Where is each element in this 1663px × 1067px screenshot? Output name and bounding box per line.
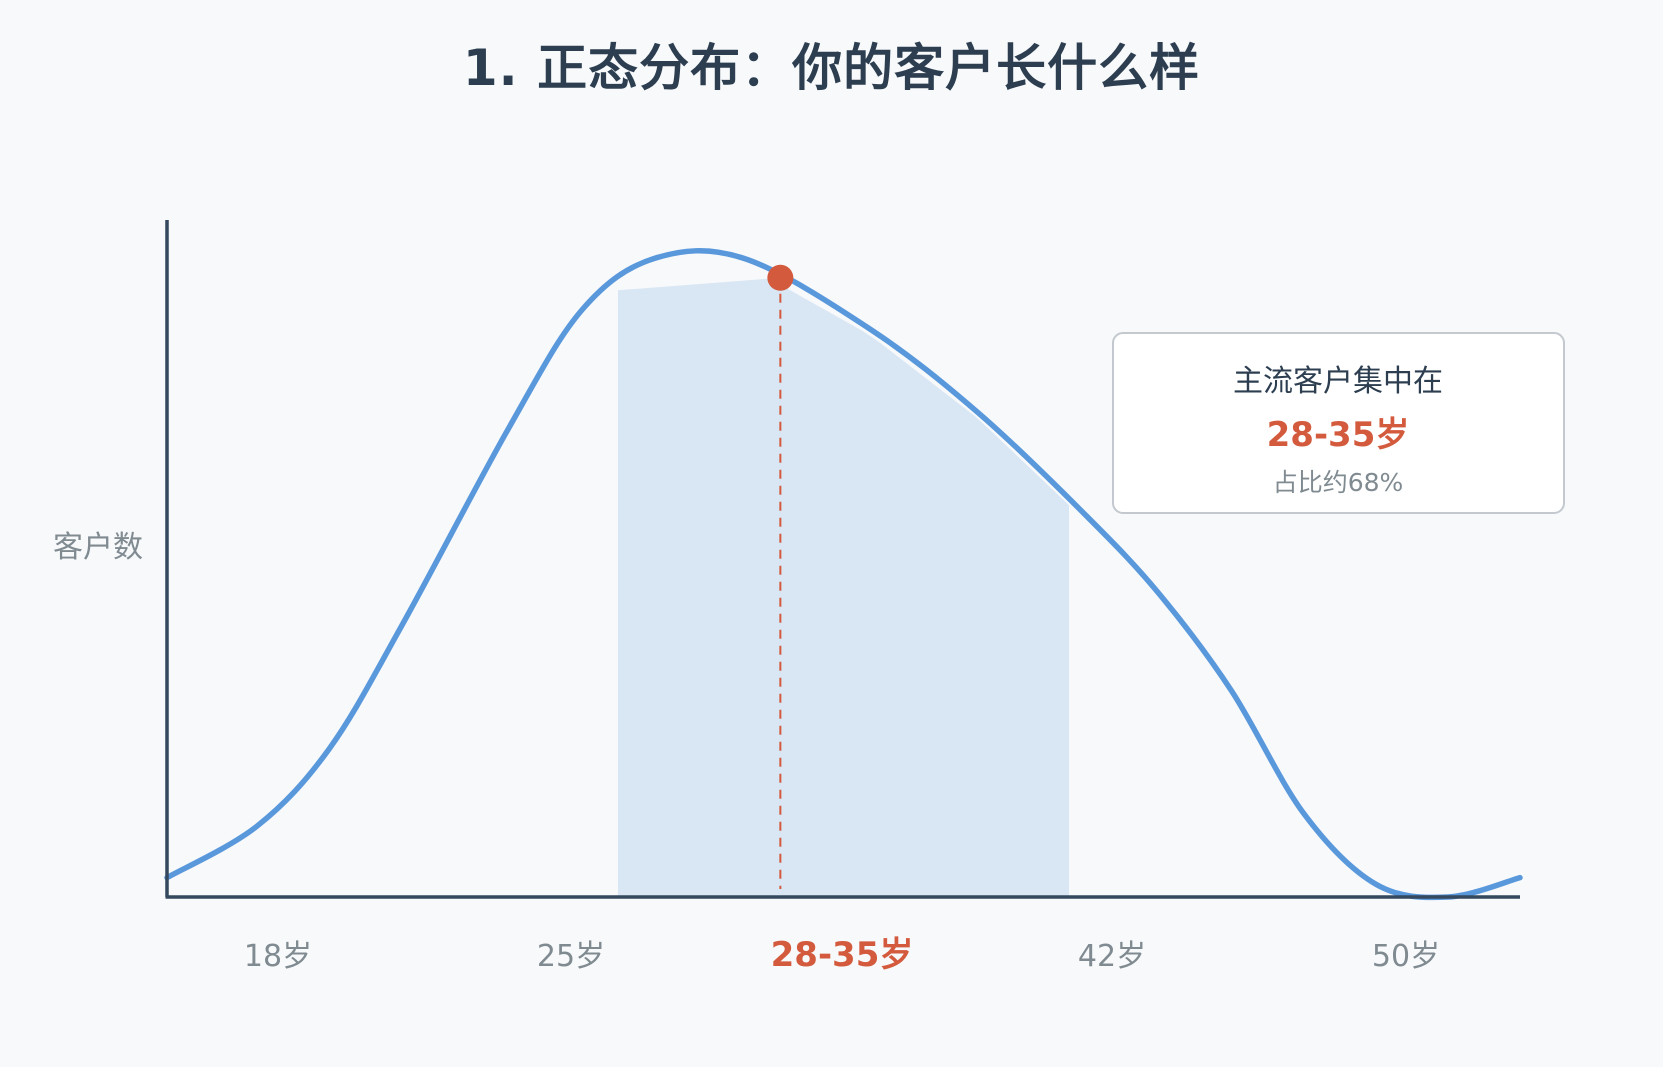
annotation-line1: 主流客户集中在 <box>1233 364 1443 399</box>
y-axis-label: 客户数 <box>53 530 143 565</box>
highlight-band <box>618 277 1069 897</box>
x-tick-labels: 18岁 25岁 28-35岁 42岁 50岁 <box>244 935 1440 975</box>
x-tick-50岁: 50岁 <box>1372 939 1440 974</box>
annotation-share: 占比约68% <box>1273 468 1404 497</box>
x-tick-25岁: 25岁 <box>537 939 605 974</box>
x-tick-28-35岁: 28-35岁 <box>771 935 914 975</box>
x-tick-18岁: 18岁 <box>244 939 312 974</box>
x-tick-42岁: 42岁 <box>1078 939 1146 974</box>
peak-marker <box>767 264 794 291</box>
annotation-frame <box>1112 332 1565 514</box>
annotation-box: 主流客户集中在 28-35岁 占比约68% <box>1112 332 1565 514</box>
annotation-range: 28-35岁 <box>1267 415 1410 455</box>
chart-title: 1. 正态分布：你的客户长什么样 <box>462 39 1201 97</box>
distribution-curve <box>164 248 1523 901</box>
